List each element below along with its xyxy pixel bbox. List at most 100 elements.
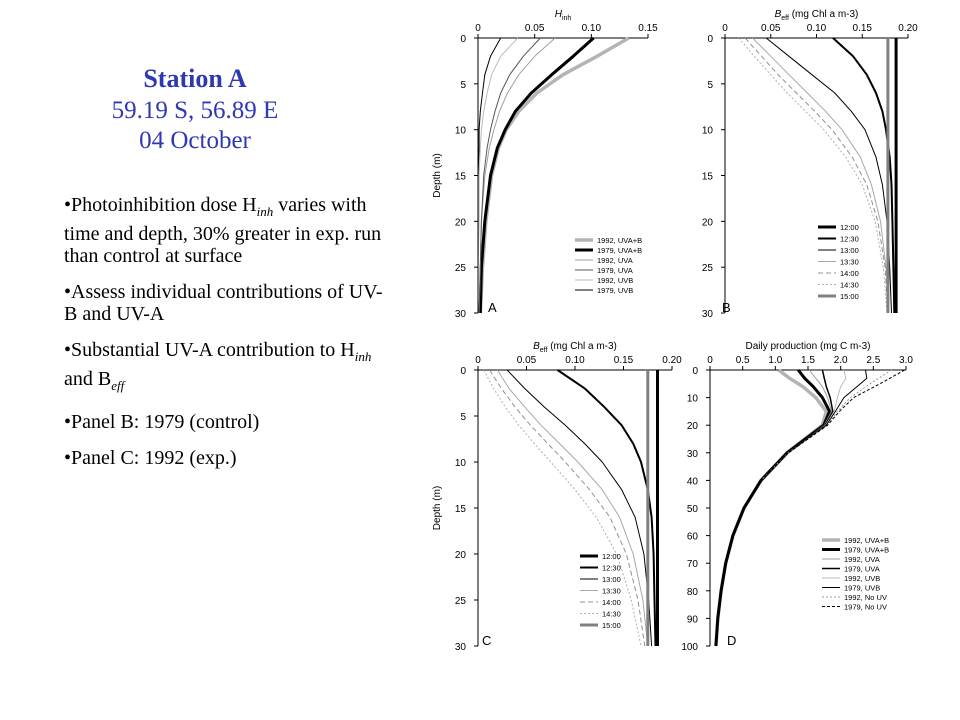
y-tick-label: 25 bbox=[702, 263, 714, 274]
legend-label: 15:00 bbox=[840, 292, 859, 301]
x-tick-label: 1.5 bbox=[801, 355, 815, 366]
y-tick-label: 0 bbox=[692, 366, 698, 377]
legend-label: 1992, UVA+B bbox=[844, 536, 889, 545]
y-tick-label: 10 bbox=[687, 394, 699, 405]
x-tick-label: 1.0 bbox=[768, 355, 782, 366]
bullet-item: •Panel C: 1992 (exp.) bbox=[64, 447, 237, 469]
legend-label: 1992, UVA bbox=[597, 256, 633, 265]
x-tick-label: 0.20 bbox=[898, 23, 918, 34]
y-tick-label: 5 bbox=[460, 80, 466, 91]
x-tick-label: 0 bbox=[722, 23, 728, 34]
bullet-item: •Substantial UV-A contribution to Hinh a… bbox=[64, 339, 372, 393]
panel-label: C bbox=[482, 633, 491, 648]
x-axis-label: Beff (mg Chl a m-3) bbox=[533, 341, 617, 354]
series-line bbox=[714, 368, 829, 647]
legend-label: 1979, UVA+B bbox=[597, 246, 642, 255]
legend-label: 1979, UVA bbox=[844, 565, 880, 574]
x-tick-label: 0 bbox=[707, 355, 713, 366]
legend-label: 1979, No UV bbox=[844, 603, 887, 612]
series-line bbox=[738, 37, 888, 314]
panel-label: A bbox=[488, 300, 497, 315]
series-line bbox=[496, 369, 649, 647]
series-line bbox=[752, 37, 890, 314]
legend-label: 12:00 bbox=[840, 223, 859, 232]
y-tick-label: 25 bbox=[455, 596, 467, 607]
y-tick-label: 70 bbox=[687, 559, 699, 570]
x-tick-label: 0.5 bbox=[736, 355, 750, 366]
chart-panel-a: 0 0.05 0.10 0.15 0 5 10 15 20 25 30 Hinh Depth (m) 19… bbox=[432, 9, 658, 320]
slide-title: Station A bbox=[143, 64, 247, 93]
chart-panel-c: 0 0.05 0.10 0.15 0.20 0 5 10 15 20 25 30 Beff (mg Ch… bbox=[432, 341, 682, 653]
legend-label: 1992, UVA bbox=[844, 555, 880, 564]
x-tick-label: 0.10 bbox=[582, 23, 602, 34]
y-tick-label: 15 bbox=[455, 504, 467, 515]
y-tick-label: 20 bbox=[702, 217, 714, 228]
legend-label: 1979, UVB bbox=[597, 286, 633, 295]
x-tick-label: 0.05 bbox=[517, 355, 537, 366]
title-block: Station A 59.19 S, 56.89 E 04 October bbox=[60, 62, 330, 156]
chart-panel-b: 0 0.05 0.10 0.15 0.20 0 5 10 15 20 25 30 Beff (mg Ch… bbox=[702, 9, 918, 320]
bullet-item: •Photoinhibition dose Hinh varies with t… bbox=[64, 194, 382, 267]
x-axis-label: Beff (mg Chl a m-3) bbox=[775, 9, 859, 22]
y-tick-label: 30 bbox=[455, 309, 467, 320]
x-axis-label: Daily production (mg C m-3) bbox=[745, 341, 870, 352]
y-tick-label: 10 bbox=[455, 458, 467, 469]
y-axis-label: Depth (m) bbox=[432, 486, 443, 530]
series-line bbox=[478, 37, 541, 314]
legend-label: 1979, UVA+B bbox=[844, 546, 889, 555]
bullet-list: •Photoinhibition dose Hinh varies with t… bbox=[64, 194, 384, 483]
legend-label: 12:30 bbox=[840, 235, 859, 244]
series-line bbox=[714, 369, 832, 647]
legend-label: 13:00 bbox=[840, 246, 859, 255]
chart-panel-d: 0 0.5 1.0 1.5 2.0 2.5 3.0 0 10 20 30 40 50 60 70 80 90 10… bbox=[681, 341, 913, 653]
series-line bbox=[556, 369, 657, 647]
series-line bbox=[478, 36, 595, 314]
series-line bbox=[477, 37, 519, 313]
x-tick-label: 0.05 bbox=[525, 23, 545, 34]
y-axis-label: Depth (m) bbox=[432, 153, 443, 197]
legend-label: 15:00 bbox=[602, 621, 621, 630]
x-tick-label: 0.15 bbox=[638, 23, 658, 34]
legend-label: 1992, No UV bbox=[844, 593, 887, 602]
series-line bbox=[489, 369, 646, 647]
station-date: 04 October bbox=[139, 127, 251, 154]
x-tick-label: 0.10 bbox=[565, 355, 585, 366]
legend-label: 1979, UVB bbox=[844, 584, 880, 593]
y-tick-label: 100 bbox=[681, 642, 698, 653]
y-tick-label: 15 bbox=[702, 172, 714, 183]
legend-label: 1992, UVB bbox=[844, 574, 880, 583]
legend-label: 12:00 bbox=[602, 552, 621, 561]
x-axis-label: Hinh bbox=[555, 9, 572, 22]
y-tick-label: 20 bbox=[687, 421, 699, 432]
y-tick-label: 90 bbox=[687, 614, 699, 625]
legend-label: 12:30 bbox=[602, 564, 621, 573]
x-tick-label: 3.0 bbox=[899, 355, 913, 366]
y-tick-label: 30 bbox=[455, 642, 467, 653]
x-tick-label: 0.20 bbox=[662, 355, 682, 366]
x-tick-label: 0.10 bbox=[807, 23, 827, 34]
legend-label: 14:00 bbox=[840, 269, 859, 278]
legend-label: 13:30 bbox=[602, 587, 621, 596]
panel-label: B bbox=[722, 300, 731, 315]
series-line bbox=[477, 37, 502, 313]
series-line bbox=[832, 37, 896, 314]
x-tick-label: 2.5 bbox=[866, 355, 880, 366]
series-line bbox=[744, 37, 889, 314]
y-tick-label: 10 bbox=[455, 126, 467, 137]
legend-label: 14:30 bbox=[840, 281, 859, 290]
legend-label: 14:30 bbox=[602, 610, 621, 619]
x-tick-label: 0 bbox=[475, 355, 481, 366]
legend-label: 1992, UVA+B bbox=[597, 236, 642, 245]
legend-label: 1992, UVB bbox=[597, 276, 633, 285]
legend-label: 13:00 bbox=[602, 575, 621, 584]
x-tick-label: 0.05 bbox=[761, 23, 781, 34]
x-tick-label: 0.15 bbox=[853, 23, 873, 34]
y-tick-label: 0 bbox=[460, 366, 466, 377]
y-tick-label: 30 bbox=[687, 449, 699, 460]
series-line bbox=[765, 37, 892, 314]
station-coordinates: 59.19 S, 56.89 E bbox=[111, 97, 279, 124]
x-tick-label: 2.0 bbox=[834, 355, 848, 366]
y-tick-label: 10 bbox=[702, 126, 714, 137]
y-tick-label: 5 bbox=[707, 80, 713, 91]
